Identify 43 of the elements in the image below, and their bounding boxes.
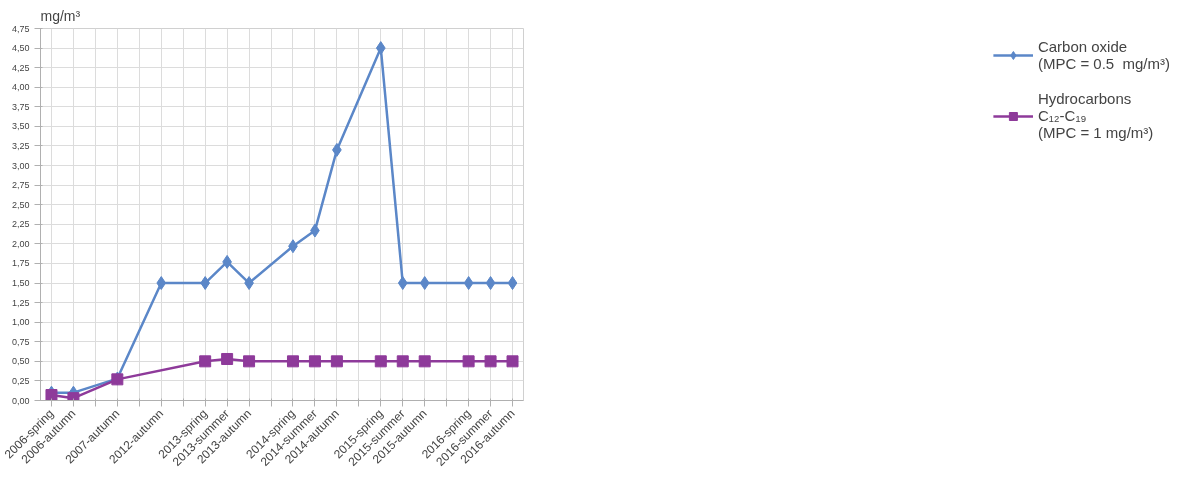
y-tick-label: 4,75	[11, 23, 30, 34]
point	[507, 276, 518, 291]
y-tick-label: 2,00	[11, 238, 30, 249]
point	[221, 352, 234, 365]
y-tick-label: 3,50	[11, 121, 30, 132]
y-tick-label: 1,50	[11, 278, 30, 289]
legend-label: Hydrocarbons C₁₂-C₁₉ (MPC = 1 mg/m³)	[1037, 90, 1154, 141]
point	[397, 276, 408, 291]
point	[374, 355, 387, 368]
point	[484, 355, 497, 368]
point	[485, 276, 496, 291]
point	[418, 355, 431, 368]
point	[243, 355, 256, 368]
y-tick-label: 0,75	[11, 336, 30, 347]
y-tick-label: 2,75	[11, 180, 30, 191]
y-tick-label: 1,25	[11, 297, 30, 308]
legend-label: Carbon oxide (MPC = 0.5 mg/m³)	[1037, 38, 1170, 72]
y-tick-label: 0,00	[11, 395, 30, 406]
point	[396, 355, 409, 368]
point	[463, 276, 474, 291]
point	[156, 276, 167, 291]
y-tick-label: 2,50	[11, 199, 30, 210]
point	[506, 355, 519, 368]
point	[286, 355, 299, 368]
point	[308, 355, 321, 368]
y-tick-label: 4,25	[11, 62, 30, 73]
y-tick-label: 0,25	[11, 375, 30, 386]
y-tick-label: 3,25	[11, 140, 30, 151]
y-tick-label: 1,00	[11, 317, 30, 328]
point	[462, 355, 475, 368]
y-tick-label: 3,00	[11, 160, 30, 171]
y-tick-label: 4,00	[11, 82, 30, 93]
y-axis-title: mg/m³	[40, 7, 81, 24]
y-tick-label: 3,75	[11, 101, 30, 112]
y-tick-label: 0,50	[11, 356, 30, 367]
point	[45, 389, 58, 401]
point	[375, 41, 386, 56]
y-tick-label: 1,75	[11, 258, 30, 269]
point	[419, 276, 430, 291]
y-tick-label: 4,50	[11, 43, 30, 54]
y-tick-label: 2,25	[11, 219, 30, 230]
point	[199, 355, 212, 368]
point	[330, 355, 343, 368]
